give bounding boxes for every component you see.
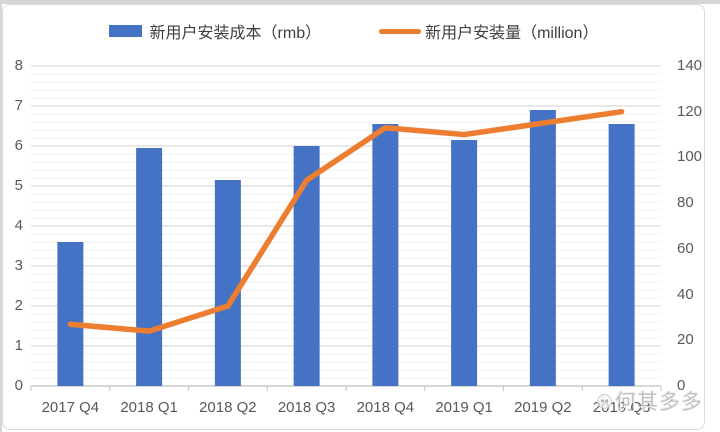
x-axis-category-label: 2019 Q2 <box>514 399 572 416</box>
y-axis-left-tick: 4 <box>14 217 23 234</box>
legend-label-install-volume: 新用户安装量（million） <box>425 25 599 42</box>
y-axis-right-tick: 60 <box>677 239 694 257</box>
combo-chart-plot <box>30 65 662 391</box>
y-axis-left-tick: 5 <box>14 177 23 194</box>
y-axis-left-tick: 3 <box>14 257 23 274</box>
x-axis-category-label: 2018 Q2 <box>199 399 257 416</box>
chart-frame: 新用户安装成本（rmb） 新用户安装量（million） 0 1 2 3 4 5 6 7 8 0… <box>2 4 705 430</box>
legend-item-install-cost: 新用户安装成本（rmb） <box>108 19 322 43</box>
x-axis-category-label: 2018 Q3 <box>277 399 336 416</box>
y-axis-right-tick: 0 <box>677 377 686 394</box>
y-axis-right-tick: 40 <box>677 285 694 303</box>
bar-series-swatch <box>108 25 142 37</box>
y-axis-left-tick: 0 <box>14 377 23 394</box>
y-axis-right-tick: 100 <box>677 148 703 166</box>
x-axis-category-label: 2018 Q4 <box>356 399 415 416</box>
page-edge-top <box>0 0 720 4</box>
y-axis-left-tick: 2 <box>14 297 23 314</box>
legend-label-install-cost: 新用户安装成本（rmb） <box>149 25 322 42</box>
y-axis-left-tick: 7 <box>14 97 23 114</box>
line-series-swatch <box>379 28 422 34</box>
x-axis-category-label: 2019 Q3 <box>592 399 651 416</box>
y-axis-right-tick: 120 <box>677 102 703 120</box>
legend-item-install-volume: 新用户安装量（million） <box>379 19 598 43</box>
y-axis-left-tick: 1 <box>14 337 23 354</box>
y-axis-right-tick: 140 <box>677 57 703 74</box>
y-axis-right-tick: 80 <box>677 194 694 212</box>
chart-legend: 新用户安装成本（rmb） 新用户安装量（million） <box>3 20 704 42</box>
y-axis-left-tick: 8 <box>14 57 23 74</box>
x-axis-category-label: 2018 Q1 <box>120 399 178 416</box>
x-axis-category-label: 2017 Q4 <box>41 399 100 416</box>
y-axis-left-tick: 6 <box>14 137 23 154</box>
x-axis-category-label: 2019 Q1 <box>435 399 493 416</box>
y-axis-right-tick: 20 <box>677 331 694 349</box>
page-edge-left <box>0 0 2 432</box>
